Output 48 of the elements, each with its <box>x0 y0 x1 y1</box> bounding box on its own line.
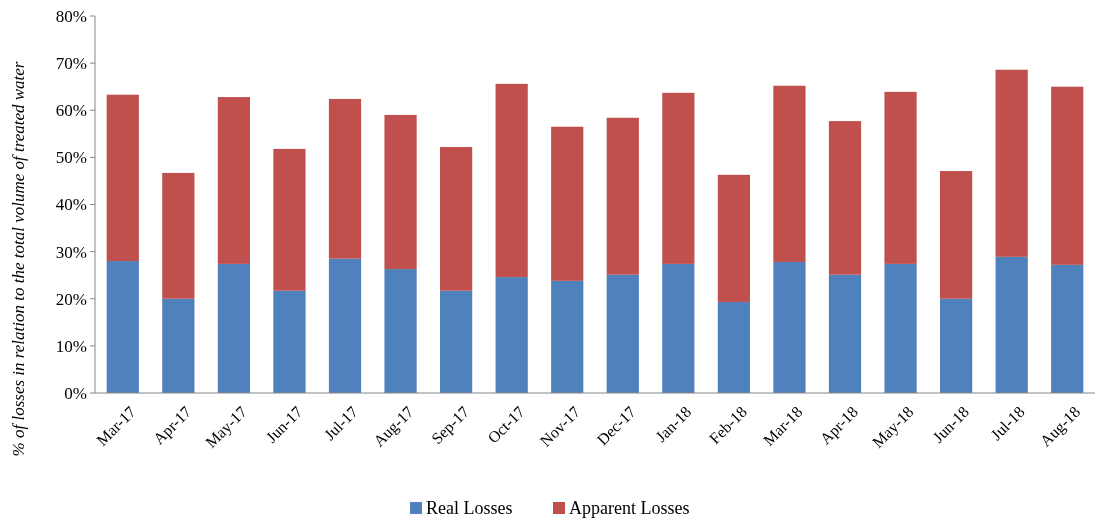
bar <box>495 277 528 393</box>
bar <box>1051 264 1084 393</box>
bar <box>884 263 917 393</box>
bar <box>773 85 806 262</box>
bar <box>1051 86 1084 265</box>
bar <box>106 94 139 262</box>
bar <box>328 258 362 393</box>
bar <box>273 148 306 291</box>
bar <box>217 97 250 264</box>
bar <box>495 83 528 278</box>
bar <box>217 263 250 393</box>
bar <box>328 98 362 259</box>
bar <box>662 92 695 264</box>
bar <box>162 172 195 299</box>
bar <box>162 298 195 393</box>
bar <box>884 91 917 264</box>
bar <box>995 256 1028 393</box>
bar <box>384 269 417 393</box>
bar <box>273 290 306 393</box>
bar <box>384 114 417 270</box>
bar <box>606 117 639 275</box>
y-tick-label: 60% <box>55 101 87 121</box>
bar <box>106 261 139 393</box>
y-tick-label: 10% <box>55 336 87 356</box>
bar <box>606 274 639 393</box>
bar <box>717 174 750 303</box>
y-tick-label: 50% <box>55 148 87 168</box>
y-tick-label: 20% <box>55 289 87 309</box>
y-axis-title: % of losses in relation to the total volume of treated water <box>9 61 28 457</box>
bar <box>440 290 473 393</box>
bar <box>995 69 1028 257</box>
bar <box>440 147 473 291</box>
bar <box>717 302 750 393</box>
y-tick-label: 30% <box>55 242 87 262</box>
y-tick-label: 70% <box>55 54 87 74</box>
bar <box>940 171 973 299</box>
y-tick-label: 0% <box>64 383 87 403</box>
bar <box>662 263 695 393</box>
bar <box>551 126 584 281</box>
bar <box>940 298 973 393</box>
legend-label: Apparent Losses <box>569 498 690 518</box>
bar <box>773 261 806 393</box>
bar <box>551 280 584 393</box>
bar <box>828 274 862 393</box>
y-tick-label: 40% <box>55 195 87 215</box>
y-tick-label: 80% <box>55 6 87 26</box>
legend-label: Real Losses <box>426 498 513 518</box>
bar <box>828 121 862 275</box>
